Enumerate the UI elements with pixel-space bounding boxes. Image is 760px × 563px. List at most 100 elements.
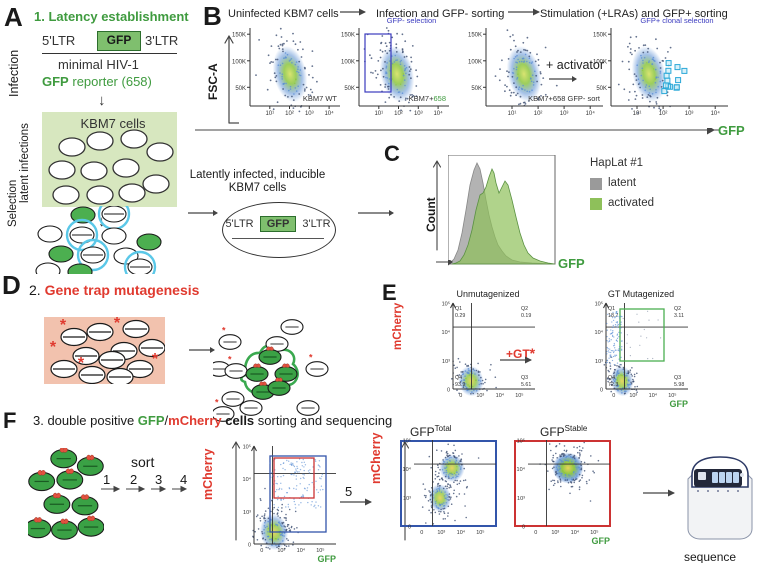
- svg-text:Q2: Q2: [674, 306, 681, 312]
- svg-text:10⁵: 10⁵: [515, 392, 523, 399]
- svg-text:*: *: [222, 326, 226, 336]
- svg-text:0: 0: [408, 525, 411, 531]
- svg-text:GFP: GFP: [591, 536, 610, 546]
- svg-text:10⁴: 10⁴: [403, 466, 412, 473]
- svg-text:100K: 100K: [232, 59, 246, 65]
- svg-text:*: *: [284, 316, 288, 321]
- svg-text:10¹: 10¹: [265, 111, 274, 117]
- svg-text:10³: 10³: [517, 496, 525, 502]
- svg-text:Q3: Q3: [674, 375, 681, 381]
- svg-text:10⁴: 10⁴: [297, 547, 306, 554]
- svg-text:Q2: Q2: [521, 306, 528, 312]
- svg-text:10⁴: 10⁴: [595, 329, 604, 336]
- svg-text:10⁵: 10⁵: [595, 301, 603, 308]
- svg-text:*: *: [152, 351, 159, 368]
- svg-text:10¹: 10¹: [633, 111, 642, 117]
- svg-text:GFP: GFP: [317, 554, 336, 563]
- svg-text:10⁴: 10⁴: [571, 529, 580, 536]
- svg-text:10²: 10²: [534, 111, 543, 117]
- svg-text:100K: 100K: [341, 59, 355, 65]
- svg-text:*: *: [50, 339, 57, 356]
- svg-text:GFP: GFP: [669, 399, 688, 409]
- svg-text:10⁴: 10⁴: [442, 329, 451, 336]
- svg-text:3.11: 3.11: [674, 313, 684, 319]
- svg-text:KBM7+658: KBM7+658: [409, 94, 446, 103]
- svg-text:10⁴: 10⁴: [457, 529, 466, 536]
- svg-text:10⁴: 10⁴: [517, 466, 526, 473]
- svg-text:18.7: 18.7: [608, 313, 618, 319]
- svg-text:10⁴: 10⁴: [649, 392, 658, 399]
- svg-text:GT Mutagenized: GT Mutagenized: [608, 289, 674, 299]
- svg-text:100K: 100K: [468, 59, 482, 65]
- svg-text:*: *: [60, 317, 67, 334]
- svg-text:0: 0: [534, 530, 537, 536]
- svg-text:KBM7 WT: KBM7 WT: [303, 94, 338, 103]
- svg-text:0.19: 0.19: [521, 313, 531, 319]
- svg-text:10³: 10³: [476, 393, 484, 399]
- svg-text:10⁴: 10⁴: [324, 110, 334, 117]
- svg-text:0: 0: [420, 530, 423, 536]
- svg-text:*: *: [78, 355, 85, 372]
- svg-text:10³: 10³: [551, 530, 559, 536]
- svg-text:0: 0: [522, 525, 525, 531]
- svg-text:0.29: 0.29: [455, 313, 465, 319]
- svg-text:5.61: 5.61: [521, 382, 531, 388]
- svg-text:10⁵: 10⁵: [668, 392, 676, 399]
- svg-text:100K: 100K: [593, 59, 607, 65]
- svg-text:10⁴: 10⁴: [586, 110, 596, 117]
- svg-text:10⁵: 10⁵: [403, 438, 411, 445]
- svg-text:GFP+ clonal selection: GFP+ clonal selection: [640, 16, 713, 25]
- svg-text:0: 0: [612, 393, 615, 399]
- svg-text:50K: 50K: [596, 86, 607, 92]
- svg-text:150K: 150K: [341, 33, 355, 39]
- svg-text:10⁴: 10⁴: [243, 476, 252, 483]
- svg-text:GFP- selection: GFP- selection: [387, 16, 437, 25]
- svg-text:10¹: 10¹: [508, 111, 517, 117]
- svg-text:*: *: [215, 398, 219, 408]
- svg-text:150K: 150K: [593, 33, 607, 39]
- svg-text:10⁵: 10⁵: [476, 529, 484, 536]
- svg-text:50K: 50K: [471, 86, 482, 92]
- svg-text:50K: 50K: [235, 86, 246, 92]
- svg-text:10⁴: 10⁴: [496, 392, 505, 399]
- svg-text:150K: 150K: [232, 33, 246, 39]
- svg-text:10³: 10³: [305, 111, 314, 117]
- svg-text:10²: 10²: [394, 111, 403, 117]
- svg-text:*: *: [309, 353, 313, 363]
- svg-text:10⁵: 10⁵: [243, 444, 251, 451]
- svg-text:Unmutagenized: Unmutagenized: [456, 289, 519, 299]
- svg-text:Q3: Q3: [521, 375, 528, 381]
- svg-text:Q1: Q1: [455, 306, 462, 312]
- svg-text:10³: 10³: [560, 111, 569, 117]
- svg-text:*: *: [228, 355, 232, 365]
- svg-text:10³: 10³: [595, 359, 603, 365]
- svg-text:10⁴: 10⁴: [711, 110, 721, 117]
- svg-text:5.98: 5.98: [674, 382, 684, 388]
- svg-text:0: 0: [600, 388, 603, 394]
- svg-text:10²: 10²: [659, 111, 668, 117]
- svg-text:10³: 10³: [629, 393, 637, 399]
- svg-text:0: 0: [248, 543, 251, 549]
- svg-text:0: 0: [447, 388, 450, 394]
- svg-text:Q4: Q4: [608, 375, 615, 381]
- svg-text:10⁵: 10⁵: [517, 438, 525, 445]
- svg-text:10³: 10³: [685, 111, 694, 117]
- svg-text:150K: 150K: [468, 33, 482, 39]
- svg-text:10³: 10³: [414, 111, 423, 117]
- svg-text:10⁵: 10⁵: [590, 529, 598, 536]
- svg-text:10³: 10³: [403, 496, 411, 502]
- svg-text:10⁵: 10⁵: [316, 547, 324, 554]
- svg-text:10²: 10²: [285, 111, 294, 117]
- svg-text:93.9: 93.9: [455, 382, 465, 388]
- svg-text:Q4: Q4: [455, 375, 462, 381]
- svg-text:50K: 50K: [344, 86, 355, 92]
- svg-text:Q1: Q1: [608, 306, 615, 312]
- svg-text:10³: 10³: [442, 359, 450, 365]
- svg-text:72.3: 72.3: [608, 382, 618, 388]
- svg-text:KBM7+658 GFP- sort: KBM7+658 GFP- sort: [528, 94, 601, 103]
- svg-text:10³: 10³: [277, 548, 285, 554]
- svg-text:10³: 10³: [243, 510, 251, 516]
- svg-text:10¹: 10¹: [374, 111, 383, 117]
- svg-text:10³: 10³: [437, 530, 445, 536]
- svg-text:0: 0: [260, 548, 263, 554]
